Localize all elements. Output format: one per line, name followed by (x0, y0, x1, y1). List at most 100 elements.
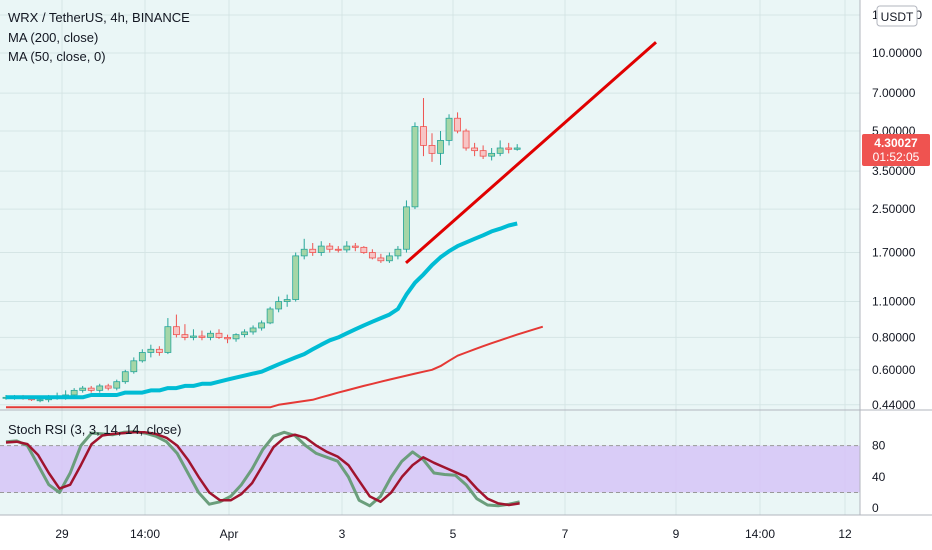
candle-body (479, 150, 487, 157)
rsi-k-line (5, 430, 520, 508)
rsi-tick-label: 0 (872, 501, 879, 515)
price-tick-label: 0.80000 (872, 330, 916, 344)
price-tick-label: 1.10000 (872, 295, 916, 309)
candle-body (275, 301, 283, 310)
rsi-legend: Stoch RSI (3, 3, 14, 14, close) (8, 422, 181, 437)
time-tick-label: 7 (562, 527, 569, 541)
price-tick-label: 1.70000 (872, 246, 916, 260)
candle-body (505, 147, 513, 150)
price-tag-value: 4.30027 (874, 136, 918, 150)
price-tick-label: 3.50000 (872, 164, 916, 178)
rsi-tick-label: 40 (872, 470, 886, 484)
candle-body (445, 117, 453, 141)
candle-body (36, 399, 44, 402)
candle-body (428, 145, 436, 154)
candle-body (471, 147, 479, 152)
candle-body (334, 248, 342, 251)
time-tick-label: 14:00 (130, 527, 160, 541)
rsi-d-line (5, 431, 520, 507)
ma200-legend[interactable]: MA (200, close) (8, 30, 99, 45)
candle-body (79, 387, 87, 391)
grid-lines (0, 0, 860, 515)
candle-body (454, 117, 461, 132)
time-tick-label: 12 (838, 527, 852, 541)
candle-body (462, 130, 470, 149)
price-tick-label: 10.00000 (872, 46, 922, 60)
candle-body (155, 348, 163, 353)
candle-body (309, 248, 317, 253)
candle-body (317, 245, 325, 253)
price-tick-label: 0.60000 (872, 363, 916, 377)
ma50-legend[interactable]: MA (50, close, 0) (8, 49, 106, 64)
candle-body (292, 255, 300, 300)
candle-body (190, 335, 197, 338)
candle-body (147, 348, 155, 353)
candle-body (360, 246, 368, 253)
rsi-tick-label: 80 (872, 439, 886, 453)
candle-body (513, 147, 521, 150)
candle-body (113, 381, 121, 389)
currency-badge-label: USDT (881, 10, 914, 24)
candle-body (232, 334, 240, 340)
candles (2, 98, 521, 403)
candle-body (70, 389, 78, 396)
candle-body (351, 245, 359, 248)
candle-body (130, 360, 138, 373)
price-axis-background[interactable] (860, 0, 932, 515)
chart-background (0, 0, 860, 515)
price-tick-label: 7.00000 (872, 86, 916, 100)
price-tag: 4.30027 01:52:05 (862, 134, 930, 166)
candle-body (224, 337, 231, 340)
candle-body (266, 308, 274, 324)
rsi-lines (5, 430, 520, 508)
candle-body (326, 245, 334, 250)
candle-body (104, 385, 112, 389)
ma200-polyline (6, 325, 544, 409)
time-tick-label: 9 (673, 527, 680, 541)
candle-body (283, 299, 291, 302)
candle-body (215, 332, 223, 338)
candle-body (181, 334, 189, 338)
price-tick-label: 2.50000 (872, 202, 916, 216)
candle-body (241, 331, 248, 336)
time-tick-label: 5 (450, 527, 457, 541)
candle-body (488, 152, 496, 157)
candle-body (164, 326, 172, 353)
rsi-axis-ticks: 80 40 0 (872, 439, 886, 515)
candle-body (96, 385, 104, 391)
candle-body (87, 387, 95, 391)
price-tag-countdown: 01:52:05 (873, 150, 920, 164)
candle-body (394, 248, 402, 257)
price-tick-label: 0.44000 (872, 398, 916, 412)
time-axis-background[interactable] (0, 515, 932, 550)
time-tick-label: Apr (220, 527, 239, 541)
candle-body (198, 335, 206, 338)
candle-body (368, 252, 376, 259)
candle-body (385, 255, 393, 262)
currency-badge[interactable]: USDT (876, 5, 918, 27)
candle-body (420, 126, 427, 146)
ma50-line (6, 221, 518, 400)
candle-body (403, 206, 410, 250)
candle-body (121, 371, 129, 383)
symbol-legend[interactable]: WRX / TetherUS, 4h, BINANCE (8, 10, 190, 25)
time-axis-ticks: 29 14:00 Apr 3 5 7 9 14:00 12 (55, 527, 852, 541)
candle-body (496, 147, 504, 154)
trendline[interactable] (405, 41, 657, 265)
candle-body (377, 257, 385, 262)
candle-body (300, 248, 308, 257)
time-tick-label: 29 (55, 527, 69, 541)
candle-body (437, 140, 444, 154)
ma200-line (6, 325, 544, 409)
candle-body (172, 326, 180, 336)
ma50-polyline (6, 221, 518, 400)
candle-body (138, 352, 146, 362)
candle-body (258, 322, 266, 329)
candle-body (411, 126, 419, 208)
time-tick-label: 3 (339, 527, 346, 541)
candle-body (343, 245, 351, 251)
candle-body (249, 327, 257, 333)
candle-body (207, 332, 214, 338)
time-tick-label: 14:00 (745, 527, 775, 541)
